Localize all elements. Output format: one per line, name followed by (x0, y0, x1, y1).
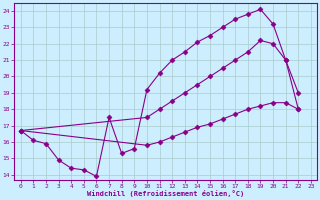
X-axis label: Windchill (Refroidissement éolien,°C): Windchill (Refroidissement éolien,°C) (87, 190, 244, 197)
